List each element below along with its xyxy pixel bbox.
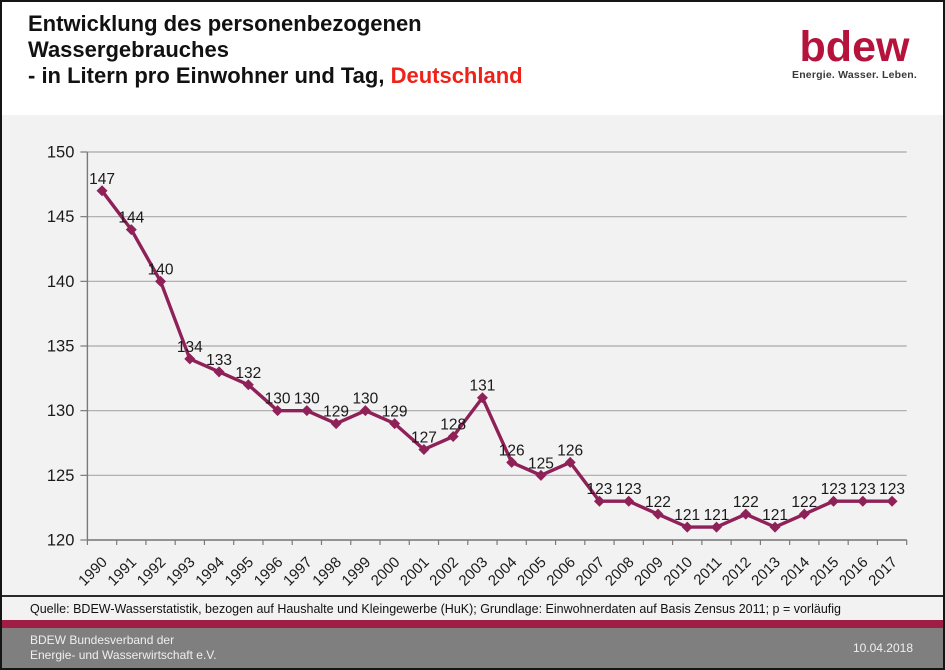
svg-text:130: 130 xyxy=(294,391,320,408)
svg-text:121: 121 xyxy=(762,507,788,524)
svg-text:120: 120 xyxy=(47,532,75,550)
title-line-2: Wassergebrauches xyxy=(28,37,229,62)
svg-text:2013: 2013 xyxy=(748,554,784,590)
svg-text:1990: 1990 xyxy=(75,554,111,590)
svg-text:122: 122 xyxy=(645,494,671,511)
svg-text:1998: 1998 xyxy=(309,554,345,590)
svg-text:140: 140 xyxy=(148,261,174,278)
svg-text:127: 127 xyxy=(411,429,437,446)
svg-text:2011: 2011 xyxy=(690,554,725,589)
footer-org-line-2: Energie- und Wasserwirtschaft e.V. xyxy=(30,648,217,662)
svg-text:123: 123 xyxy=(587,481,613,498)
svg-text:2002: 2002 xyxy=(426,554,462,590)
svg-text:130: 130 xyxy=(352,391,378,408)
svg-text:140: 140 xyxy=(47,273,75,291)
svg-text:2004: 2004 xyxy=(485,554,521,590)
header: Entwicklung des personenbezogenen Wasser… xyxy=(2,2,943,115)
svg-text:2000: 2000 xyxy=(368,554,404,590)
svg-text:133: 133 xyxy=(206,352,232,369)
svg-text:2016: 2016 xyxy=(836,554,872,590)
svg-text:150: 150 xyxy=(47,144,75,162)
svg-text:2005: 2005 xyxy=(514,554,550,590)
svg-text:121: 121 xyxy=(674,507,700,524)
svg-text:2007: 2007 xyxy=(573,554,609,590)
svg-text:145: 145 xyxy=(47,208,75,226)
svg-text:122: 122 xyxy=(791,494,817,511)
svg-text:129: 129 xyxy=(323,404,349,421)
bdew-logo: bdew Energie. Wasser. Leben. xyxy=(791,23,917,82)
bdew-logo-tagline: Energie. Wasser. Leben. xyxy=(791,69,917,81)
footer: BDEW Bundesverband der Energie- und Wass… xyxy=(2,628,943,668)
svg-text:1992: 1992 xyxy=(134,554,170,590)
svg-text:1996: 1996 xyxy=(251,554,287,590)
svg-text:147: 147 xyxy=(89,171,115,188)
svg-text:123: 123 xyxy=(821,481,847,498)
page-title: Entwicklung des personenbezogenen Wasser… xyxy=(2,2,943,89)
svg-text:2009: 2009 xyxy=(631,554,667,590)
svg-text:2015: 2015 xyxy=(807,554,843,590)
svg-text:122: 122 xyxy=(733,494,759,511)
svg-text:1995: 1995 xyxy=(222,554,258,590)
svg-text:132: 132 xyxy=(235,365,261,382)
svg-text:2017: 2017 xyxy=(865,554,901,590)
svg-text:129: 129 xyxy=(382,404,408,421)
svg-text:1997: 1997 xyxy=(280,554,316,590)
svg-text:1994: 1994 xyxy=(192,554,228,590)
svg-text:2012: 2012 xyxy=(719,554,755,590)
footer-date: 10.04.2018 xyxy=(852,641,913,655)
svg-text:123: 123 xyxy=(879,481,905,498)
accent-bar xyxy=(2,620,943,628)
svg-text:126: 126 xyxy=(499,442,525,459)
title-line-3-text: - in Litern pro Einwohner und Tag, xyxy=(28,63,391,88)
water-usage-line-chart: 1201251301351401451501990199119921993199… xyxy=(47,144,908,590)
footer-organization: BDEW Bundesverband der Energie- und Wass… xyxy=(30,633,217,663)
svg-text:2008: 2008 xyxy=(602,554,638,590)
footer-org-line-1: BDEW Bundesverband der xyxy=(30,633,175,647)
title-line-1: Entwicklung des personenbezogenen xyxy=(28,11,422,36)
svg-text:130: 130 xyxy=(47,402,75,420)
svg-text:2001: 2001 xyxy=(397,554,433,590)
source-note: Quelle: BDEW-Wasserstatistik, bezogen au… xyxy=(2,595,943,620)
svg-text:144: 144 xyxy=(118,210,144,227)
svg-text:125: 125 xyxy=(47,467,75,485)
svg-text:126: 126 xyxy=(557,442,583,459)
svg-text:134: 134 xyxy=(177,339,203,356)
svg-text:135: 135 xyxy=(47,338,75,356)
svg-text:121: 121 xyxy=(704,507,730,524)
bdew-logo-wordmark: bdew xyxy=(799,23,910,71)
svg-text:2010: 2010 xyxy=(660,554,696,590)
title-line-3: - in Litern pro Einwohner und Tag, Deuts… xyxy=(28,63,943,89)
svg-text:128: 128 xyxy=(440,417,466,434)
svg-text:131: 131 xyxy=(469,378,495,395)
svg-text:125: 125 xyxy=(528,455,554,472)
svg-text:2006: 2006 xyxy=(543,554,579,590)
svg-text:2003: 2003 xyxy=(456,554,492,590)
svg-text:1991: 1991 xyxy=(104,554,140,590)
chart-area: 120 125 130 135 140 145 150 1990 1991 1992 1993 199… xyxy=(2,115,943,595)
svg-text:123: 123 xyxy=(850,481,876,498)
svg-text:130: 130 xyxy=(265,391,291,408)
title-country-highlight: Deutschland xyxy=(390,63,523,88)
svg-text:2014: 2014 xyxy=(777,554,813,590)
svg-text:1999: 1999 xyxy=(339,554,375,590)
svg-text:1993: 1993 xyxy=(163,554,199,590)
svg-text:123: 123 xyxy=(616,481,642,498)
